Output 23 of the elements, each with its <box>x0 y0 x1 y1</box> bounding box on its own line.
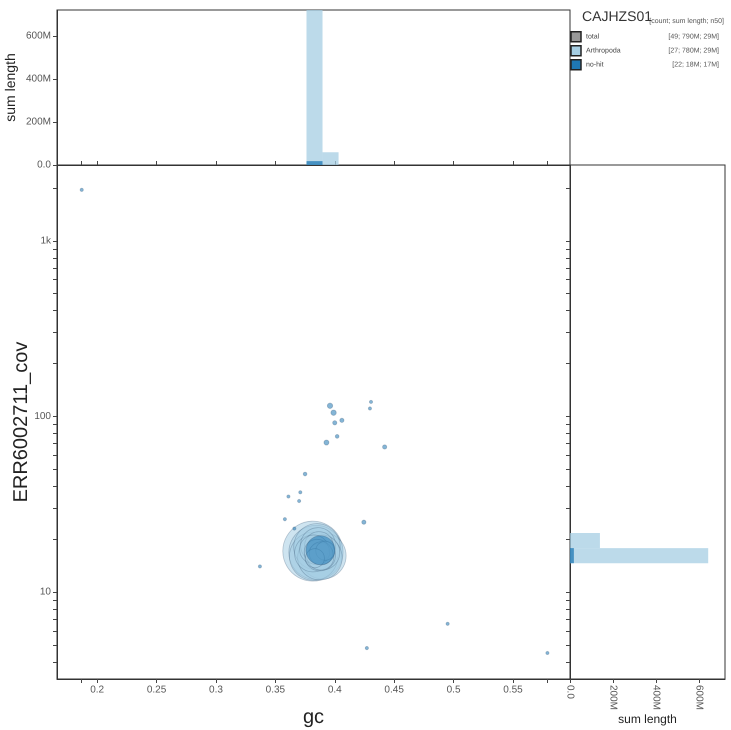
y-tick-label: 200M <box>26 116 51 128</box>
x-tick-label: 0.45 <box>384 684 404 696</box>
x-tick-label: 200M <box>608 685 619 710</box>
y-tick-label: 10 <box>40 586 52 598</box>
y-tick-label: 100 <box>34 410 52 422</box>
y-tick-label: 0.0 <box>37 160 52 170</box>
y-axis-title: sum length <box>2 53 18 122</box>
x-axis-title: gc <box>302 706 324 728</box>
y-axis-title: ERR6002711_cov <box>10 342 32 502</box>
x-tick-label: 0.5 <box>446 684 461 696</box>
x-tick-label: 0.4 <box>328 684 342 696</box>
x-tick-label: 0.35 <box>266 684 286 696</box>
x-axis-title: sum length <box>618 712 677 726</box>
y-tick-label: 1k <box>40 235 52 246</box>
x-tick-label: 0.25 <box>146 684 167 696</box>
x-tick-label: 0.2 <box>90 684 105 696</box>
x-tick-label: 0.55 <box>503 684 524 696</box>
x-tick-label: 600M <box>694 685 705 710</box>
y-tick-label: 400M <box>26 73 51 84</box>
x-tick-label: 400M <box>650 685 662 710</box>
x-tick-label: 0.0 <box>564 685 576 700</box>
x-tick-label: 0.3 <box>209 684 224 696</box>
y-tick-label: 600M <box>26 30 51 42</box>
